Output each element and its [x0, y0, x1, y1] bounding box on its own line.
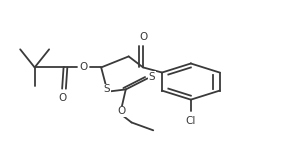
- Text: Cl: Cl: [186, 116, 196, 126]
- Text: O: O: [139, 32, 147, 42]
- Text: O: O: [80, 62, 88, 72]
- Text: O: O: [117, 106, 126, 116]
- Text: S: S: [104, 84, 110, 94]
- Text: S: S: [148, 72, 155, 82]
- Text: O: O: [58, 93, 66, 103]
